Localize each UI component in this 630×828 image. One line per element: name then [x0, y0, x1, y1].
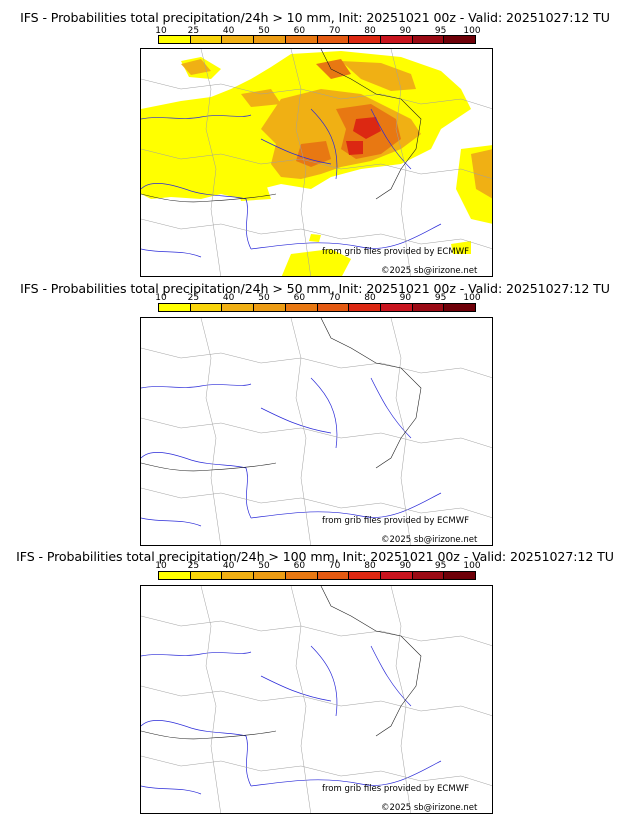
- colorbar-tick-label: 80: [364, 26, 376, 36]
- data-credit: from grib files provided by ECMWF: [322, 784, 469, 794]
- map-svg: [141, 586, 492, 813]
- colorbar-segment: [190, 572, 223, 579]
- colorbar-tick-label: 40: [222, 561, 235, 571]
- colorbar-tick-label: 70: [328, 561, 341, 571]
- colorbar-segment: [380, 572, 413, 579]
- colorbar-tick-label: 80: [364, 561, 376, 571]
- colorbar-segment: [159, 36, 191, 43]
- colorbar-tick-label: 70: [328, 26, 341, 36]
- colorbar-tick-label: 60: [293, 293, 306, 303]
- probability-colorbar: [158, 571, 476, 580]
- borders: [141, 318, 492, 545]
- colorbar-tick-label: 50: [258, 561, 270, 571]
- colorbar-segment: [444, 572, 476, 579]
- probability-fill: [141, 51, 492, 276]
- precipitation-map: from grib files provided by ECMWF ©2025 …: [140, 585, 493, 814]
- colorbar-tick-label: 50: [258, 293, 270, 303]
- borders: [141, 49, 492, 276]
- data-credit: from grib files provided by ECMWF: [322, 516, 469, 526]
- probability-colorbar: [158, 303, 476, 312]
- colorbar-tick-label: 60: [293, 26, 306, 36]
- colorbar-segment: [349, 36, 381, 43]
- colorbar-segment: [285, 36, 318, 43]
- colorbar-tick-label: 100: [463, 26, 481, 36]
- panel-title: IFS - Probabilities total precipitation/…: [16, 549, 614, 564]
- sea-coastlines: [141, 108, 442, 258]
- colorbar-segment: [317, 572, 350, 579]
- colorbar-tick-label: 95: [434, 293, 447, 303]
- colorbar-segment: [190, 304, 223, 311]
- colorbar-segment: [317, 304, 350, 311]
- colorbar-tick-label: 90: [399, 293, 412, 303]
- map-svg: [141, 49, 492, 276]
- colorbar-ticks: 10 25 40 50 60 70 80 90 95 100: [155, 293, 480, 303]
- sea-coastlines: [141, 377, 442, 527]
- country-borders: [141, 49, 422, 203]
- colorbar-segment: [444, 304, 476, 311]
- colorbar-segment: [349, 572, 381, 579]
- colorbar-segment: [159, 572, 191, 579]
- sea-coastlines: [141, 645, 442, 795]
- copyright-notice: ©2025 sb@irizone.net: [381, 266, 478, 276]
- colorbar-tick-label: 25: [187, 561, 200, 571]
- colorbar-segment: [159, 304, 191, 311]
- panel-title: IFS - Probabilities total precipitation/…: [20, 10, 610, 25]
- copyright-notice: ©2025 sb@irizone.net: [381, 803, 478, 813]
- colorbar-segment: [285, 572, 318, 579]
- precipitation-map: from grib files provided by ECMWF ©2025 …: [140, 48, 493, 277]
- colorbar-tick-label: 95: [434, 561, 447, 571]
- forecast-panel-10mm: IFS - Probabilities total precipitation/…: [0, 0, 630, 277]
- borders: [141, 586, 492, 813]
- colorbar-tick-label: 95: [434, 26, 447, 36]
- colorbar-tick-label: 100: [463, 293, 481, 303]
- colorbar-segment: [317, 36, 350, 43]
- colorbar-tick-label: 100: [463, 561, 481, 571]
- colorbar-segment: [222, 36, 255, 43]
- colorbar-tick-label: 40: [222, 26, 235, 36]
- colorbar-segment: [285, 304, 318, 311]
- forecast-panel-50mm: IFS - Probabilities total precipitation/…: [20, 281, 610, 546]
- copyright-notice: ©2025 sb@irizone.net: [381, 535, 478, 545]
- country-borders: [141, 586, 422, 740]
- colorbar-tick-label: 90: [399, 26, 412, 36]
- colorbar-segment: [349, 304, 381, 311]
- colorbar-segment: [380, 304, 413, 311]
- colorbar-segment: [254, 36, 286, 43]
- colorbar-segment: [412, 304, 445, 311]
- colorbar-segment: [222, 572, 255, 579]
- colorbar-tick-label: 25: [187, 26, 200, 36]
- colorbar-segment: [190, 36, 223, 43]
- map-svg: [141, 318, 492, 545]
- colorbar-ticks: 10 25 40 50 60 70 80 90 95 100: [155, 561, 480, 571]
- colorbar-tick-label: 90: [399, 561, 412, 571]
- colorbar-tick-label: 25: [187, 293, 200, 303]
- colorbar-segment: [444, 36, 476, 43]
- colorbar-segment: [254, 572, 286, 579]
- colorbar-ticks: 10 25 40 50 60 70 80 90 95 100: [155, 26, 480, 36]
- colorbar-tick-label: 80: [364, 293, 376, 303]
- data-credit: from grib files provided by ECMWF: [322, 247, 469, 257]
- precipitation-map: from grib files provided by ECMWF ©2025 …: [140, 317, 493, 546]
- country-borders: [141, 318, 422, 472]
- colorbar-segment: [412, 36, 445, 43]
- colorbar-tick-label: 60: [293, 561, 306, 571]
- colorbar-segment: [254, 304, 286, 311]
- colorbar-tick-label: 10: [155, 26, 167, 36]
- colorbar-tick-label: 10: [155, 293, 167, 303]
- probability-colorbar: [158, 35, 476, 44]
- panel-title: IFS - Probabilities total precipitation/…: [20, 281, 610, 296]
- colorbar-segment: [412, 572, 445, 579]
- colorbar-tick-label: 40: [222, 293, 235, 303]
- colorbar-tick-label: 10: [155, 561, 167, 571]
- colorbar-segment: [380, 36, 413, 43]
- colorbar-segment: [222, 304, 255, 311]
- colorbar-tick-label: 50: [258, 26, 270, 36]
- colorbar-tick-label: 70: [328, 293, 341, 303]
